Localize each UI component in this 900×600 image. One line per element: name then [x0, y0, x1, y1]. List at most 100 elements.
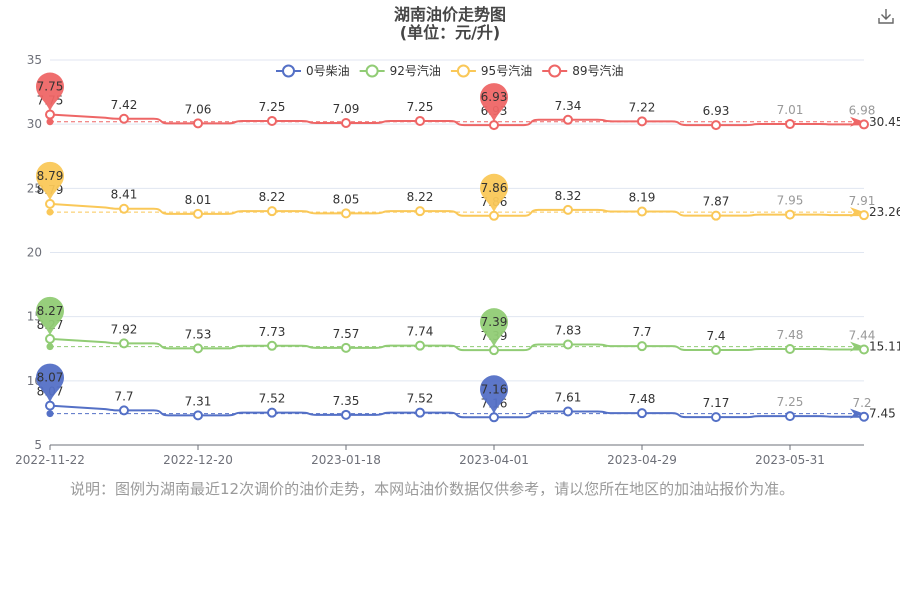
data-point[interactable] [563, 339, 573, 350]
data-point[interactable] [119, 338, 129, 349]
data-point[interactable] [563, 406, 573, 417]
data-point[interactable] [193, 410, 203, 421]
average-label: 7.45 [869, 407, 896, 421]
data-label: 7.22 [629, 100, 656, 114]
data-point[interactable] [785, 209, 795, 220]
data-point[interactable] [267, 340, 277, 351]
data-point[interactable] [489, 412, 499, 423]
data-label: 7.91 [849, 194, 876, 208]
data-point[interactable] [267, 407, 277, 418]
x-tick-label: 2023-05-31 [755, 453, 825, 467]
data-point[interactable] [563, 204, 573, 215]
series-2: 23.26 8.79 8.41 8.01 8.22 8.05 8.22 7.86 8.32 8.1… [36, 161, 900, 221]
data-point[interactable] [711, 210, 721, 221]
data-point[interactable] [341, 409, 351, 420]
min-pin: 7.86 [480, 173, 508, 213]
data-point[interactable] [859, 119, 869, 130]
data-point[interactable] [45, 109, 55, 120]
min-pin-label: 7.16 [481, 382, 508, 396]
data-point[interactable] [637, 206, 647, 217]
data-point[interactable] [859, 210, 869, 221]
data-point[interactable] [193, 343, 203, 354]
average-line-start [46, 118, 54, 126]
data-label: 7.7 [114, 389, 133, 403]
data-point[interactable] [415, 407, 425, 418]
max-pin-label: 8.27 [37, 304, 64, 318]
chart-subtitle: (单位：元/升) [400, 23, 500, 42]
data-label: 7.44 [849, 329, 876, 343]
data-label: 7.92 [111, 322, 138, 336]
data-label: 6.93 [703, 104, 730, 118]
legend[interactable]: 0号柴油 92号汽油 95号汽油 89号汽油 [276, 63, 623, 78]
data-point[interactable] [45, 198, 55, 209]
series-line [49, 113, 864, 127]
data-label: 7.25 [407, 100, 434, 114]
average-label: 23.26 [869, 205, 900, 219]
data-point[interactable] [119, 203, 129, 214]
data-point[interactable] [859, 411, 869, 422]
data-point[interactable] [637, 341, 647, 352]
data-point[interactable] [341, 118, 351, 129]
data-point[interactable] [489, 210, 499, 221]
data-point[interactable] [637, 116, 647, 127]
data-label: 7.09 [333, 102, 360, 116]
max-pin-shape [36, 363, 64, 403]
data-point[interactable] [415, 206, 425, 217]
data-point[interactable] [267, 206, 277, 217]
data-label: 7.25 [259, 100, 286, 114]
data-label: 8.32 [555, 189, 582, 203]
data-point[interactable] [341, 342, 351, 353]
series-0: 7.45 8.07 7.7 7.31 7.52 7.35 7.52 7.16 7.61 7.48 7… [36, 363, 896, 423]
data-point[interactable] [711, 412, 721, 423]
data-point[interactable] [45, 333, 55, 344]
min-pin-label: 6.93 [481, 90, 508, 104]
data-label: 7.52 [407, 392, 434, 406]
data-label: 8.41 [111, 188, 138, 202]
data-point[interactable] [341, 208, 351, 219]
data-point[interactable] [119, 113, 129, 124]
data-point[interactable] [711, 345, 721, 356]
data-point[interactable] [563, 114, 573, 125]
data-label: 7.61 [555, 391, 582, 405]
min-pin-shape [480, 173, 508, 213]
max-pin-shape [36, 161, 64, 201]
y-tick-label: 20 [27, 246, 42, 260]
data-point[interactable] [489, 120, 499, 131]
data-point[interactable] [859, 344, 869, 355]
data-label: 8.05 [333, 192, 360, 206]
legend-item-3[interactable]: 89号汽油 [542, 63, 623, 78]
series-line [49, 202, 864, 217]
average-line-start [46, 410, 54, 418]
x-tick-label: 2023-01-18 [311, 453, 381, 467]
legend-item-1[interactable]: 92号汽油 [359, 63, 441, 78]
data-point[interactable] [415, 340, 425, 351]
data-point[interactable] [637, 408, 647, 419]
grid-lines [50, 59, 864, 446]
data-point[interactable] [785, 344, 795, 355]
legend-marker [456, 64, 470, 78]
data-point[interactable] [489, 345, 499, 356]
data-point[interactable] [785, 119, 795, 130]
data-point[interactable] [119, 405, 129, 416]
max-pin-label: 8.79 [37, 169, 64, 183]
data-point[interactable] [711, 120, 721, 131]
data-point[interactable] [415, 115, 425, 126]
min-pin: 7.39 [480, 308, 508, 348]
data-label: 7.52 [259, 392, 286, 406]
data-label: 7.01 [777, 103, 804, 117]
min-pin: 7.16 [480, 375, 508, 415]
data-point[interactable] [193, 208, 203, 219]
series-line [49, 404, 864, 419]
data-point[interactable] [267, 115, 277, 126]
x-tick-label: 2022-12-20 [163, 453, 233, 467]
data-point[interactable] [45, 400, 55, 411]
download-icon[interactable] [876, 6, 896, 26]
series-3: 30.45 7.75 7.42 7.06 7.25 7.09 7.25 6.93 7.34 7.2… [36, 72, 900, 131]
legend-item-0[interactable]: 0号柴油 [276, 64, 350, 78]
legend-item-2[interactable]: 95号汽油 [450, 63, 532, 78]
data-point[interactable] [785, 411, 795, 422]
data-label: 7.74 [407, 325, 434, 339]
legend-marker [548, 64, 562, 78]
data-point[interactable] [193, 118, 203, 129]
